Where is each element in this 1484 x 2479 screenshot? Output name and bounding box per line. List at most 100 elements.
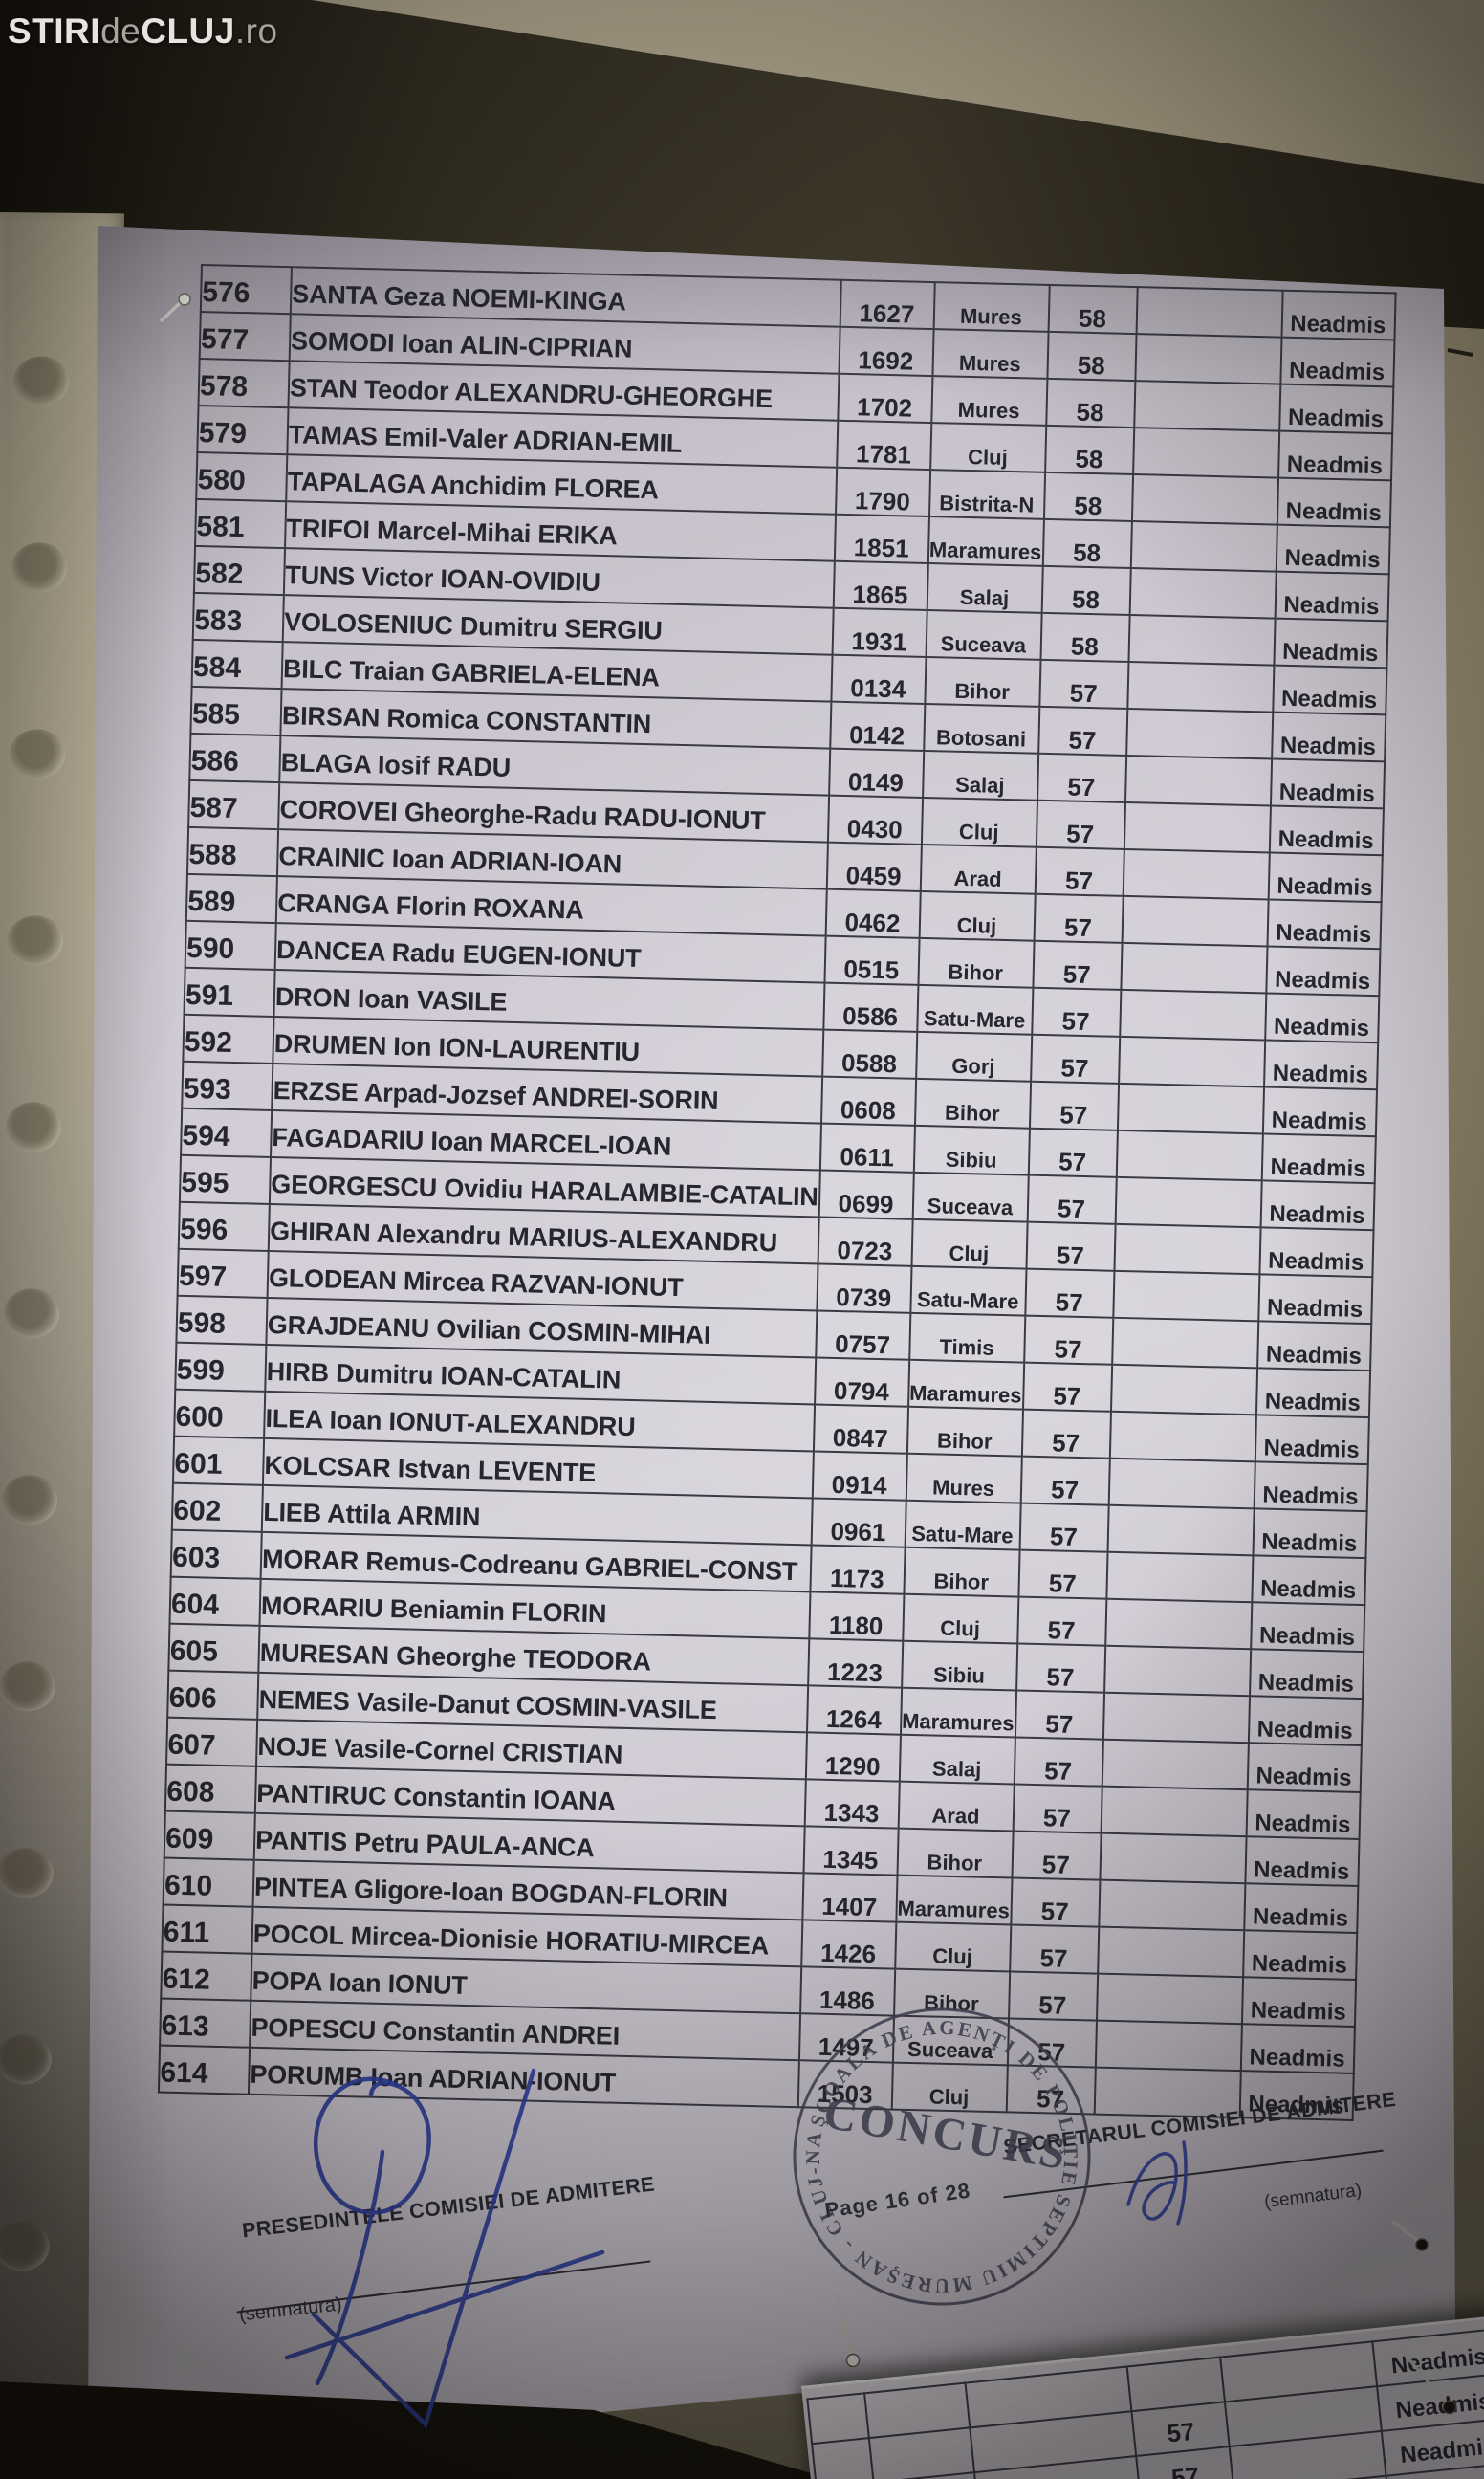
row-number-cell: 591 xyxy=(184,967,275,1018)
score-cell: 57 xyxy=(1019,1503,1109,1552)
status-cell: Neadmis xyxy=(1249,1649,1364,1700)
code-cell: 0739 xyxy=(816,1263,912,1313)
watermark-stiri: STIRI xyxy=(8,11,101,51)
empty-cell xyxy=(1102,1739,1249,1790)
punch-hole-icon xyxy=(7,915,64,966)
code-cell: 1223 xyxy=(807,1638,903,1688)
score-cell: 57 xyxy=(1037,706,1127,756)
empty-cell xyxy=(1116,1130,1263,1181)
code-cell: 1407 xyxy=(801,1873,898,1922)
county-cell: Salaj xyxy=(899,1734,1015,1785)
row-number-cell: 603 xyxy=(170,1529,262,1579)
name-cell-stub xyxy=(812,2438,874,2479)
pin-icon xyxy=(1390,2219,1429,2251)
code-cell: 0515 xyxy=(823,935,920,985)
county-cell: Bihor xyxy=(924,656,1040,707)
empty-cell xyxy=(1124,755,1272,806)
status-cell: Neadmis xyxy=(1263,1040,1378,1090)
code-cell: 0588 xyxy=(821,1029,917,1079)
status-cell: Neadmis xyxy=(1264,993,1379,1043)
code-cell: 0961 xyxy=(811,1498,906,1547)
status-cell: Neadmis xyxy=(1258,1227,1374,1278)
empty-cell xyxy=(1111,1317,1258,1369)
row-number-cell: 595 xyxy=(179,1154,272,1204)
status-cell: Neadmis xyxy=(1254,1461,1368,1512)
code-cell: 1702 xyxy=(837,373,932,424)
score-cell: 57 xyxy=(1009,1924,1099,1974)
status-cell: Neadmis xyxy=(1242,1930,1357,1980)
punch-hole-icon xyxy=(5,1102,62,1152)
empty-cell xyxy=(1108,1458,1255,1509)
status-cell: Neadmis xyxy=(1252,1508,1367,1559)
score-cell: 58 xyxy=(1046,331,1137,382)
score-cell: 57 xyxy=(1021,1409,1111,1459)
status-cell: Neadmis xyxy=(1255,1368,1370,1418)
row-number-cell: 582 xyxy=(193,545,286,596)
code-cell: 1343 xyxy=(804,1779,900,1829)
score-cell: 57 xyxy=(1011,1831,1102,1880)
empty-cell xyxy=(1099,1832,1247,1884)
score-cell: 57 xyxy=(1020,1456,1110,1505)
punch-hole-icon xyxy=(9,729,66,779)
row-number-cell: 598 xyxy=(176,1295,268,1345)
watermark: STIRIdeCLUJ.ro xyxy=(8,11,278,52)
status-cell: Neadmis xyxy=(1272,665,1386,715)
status-cell: Neadmis xyxy=(1281,290,1396,340)
empty-cell xyxy=(1123,848,1270,900)
county-cell: Mures xyxy=(930,376,1047,426)
county-cell: Bistrita-N xyxy=(928,470,1045,519)
county-cell: Bihor xyxy=(917,937,1035,988)
watermark-cluj: CLUJ xyxy=(141,11,235,51)
status-cell: Neadmis xyxy=(1247,1743,1362,1793)
county-cell: Cluj xyxy=(911,1218,1028,1269)
status-cell: Neadmis xyxy=(1251,1555,1365,1606)
pin-icon xyxy=(1400,2349,1457,2415)
county-cell: Timis xyxy=(908,1312,1025,1363)
empty-cell xyxy=(1104,1598,1252,1650)
county-cell: Bihor xyxy=(914,1078,1031,1129)
score-cell: 58 xyxy=(1039,612,1130,662)
score-cell: 58 xyxy=(1045,378,1135,428)
row-number-cell: 589 xyxy=(186,873,277,924)
county-cell: Cluj xyxy=(894,1921,1011,1972)
score-cell: 58 xyxy=(1043,472,1133,522)
row-number-cell: 609 xyxy=(164,1810,255,1860)
row-number-cell: 588 xyxy=(186,826,279,877)
county-cell: Botosani xyxy=(923,703,1039,754)
empty-cell xyxy=(1136,287,1283,338)
name-cell-stub xyxy=(807,2393,869,2445)
code-cell: 0794 xyxy=(814,1357,909,1407)
score-cell: 57 xyxy=(1010,1877,1100,1927)
empty-cell xyxy=(1122,895,1269,947)
empty-cell xyxy=(1096,1973,1243,2025)
score-cell: 57 xyxy=(1027,1174,1117,1224)
punch-hole-icon xyxy=(0,1848,55,1898)
score-cell: 57 xyxy=(1023,1315,1113,1365)
score-cell: 57 xyxy=(1037,753,1126,802)
status-cell: Neadmis xyxy=(1250,1602,1364,1653)
code-cell: 0586 xyxy=(822,982,918,1032)
row-number-cell: 608 xyxy=(164,1764,257,1813)
code-cell: 1781 xyxy=(836,420,931,471)
status-cell: Neadmis xyxy=(1262,1086,1377,1137)
status-cell: Neadmis xyxy=(1261,1133,1376,1184)
county-cell: Mures xyxy=(931,329,1049,379)
row-number-cell: 587 xyxy=(188,779,280,830)
status-cell: Neadmis xyxy=(1269,805,1384,856)
row-number-cell: 593 xyxy=(182,1061,273,1110)
code-cell xyxy=(868,2427,975,2479)
code-cell: 1692 xyxy=(838,326,934,377)
county-cell: Satu-Mare xyxy=(916,984,1033,1035)
county-cell: Satu-Mare xyxy=(905,1500,1021,1550)
row-number-cell: 605 xyxy=(168,1623,260,1673)
status-cell: Neadmis xyxy=(1276,524,1390,575)
row-number-cell: 581 xyxy=(195,498,287,549)
empty-cell xyxy=(1102,1692,1250,1744)
empty-cell xyxy=(1133,381,1280,431)
empty-cell xyxy=(1101,1786,1248,1837)
score-cell: 57 xyxy=(1015,1690,1104,1740)
status-cell: Neadmis xyxy=(1246,1789,1361,1839)
status-cell: Neadmis xyxy=(1241,1977,1356,2027)
empty-cell xyxy=(1124,801,1271,853)
